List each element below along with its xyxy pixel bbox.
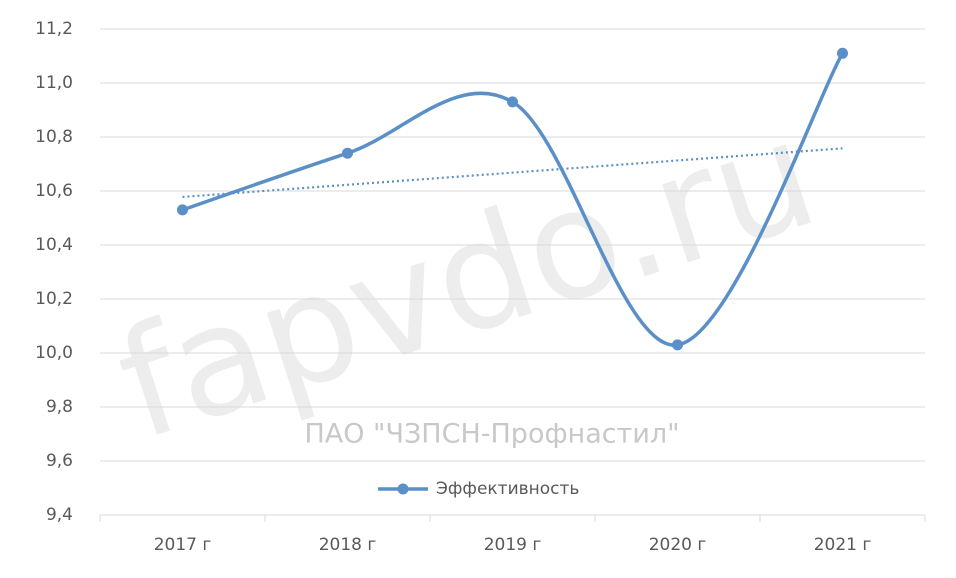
series-line — [181, 52, 845, 347]
trendline — [182, 147, 843, 199]
y-tick-label: 10,2 — [35, 289, 73, 309]
x-tick-label: 2017 г — [154, 535, 212, 555]
y-tick-label: 11,2 — [35, 19, 73, 39]
legend-marker — [397, 483, 409, 495]
point — [177, 204, 188, 216]
legend-label: Эффективность — [436, 479, 579, 499]
point — [837, 47, 848, 59]
chart-title: ПАО "ЧЗПСН-Профнастил" — [304, 419, 679, 450]
point — [507, 96, 518, 108]
point — [342, 147, 353, 159]
x-tick-label: 2018 г — [319, 535, 377, 555]
y-tick-label: 10,8 — [35, 127, 73, 147]
y-tick-label: 10,0 — [35, 343, 73, 363]
x-tick-label: 2021 г — [814, 535, 872, 555]
y-tick-label: 10,6 — [35, 181, 73, 201]
y-tick-label: 9,6 — [46, 451, 73, 471]
watermark: fapvdo.ru — [99, 87, 835, 474]
y-tick-label: 9,8 — [46, 397, 73, 417]
y-tick-label: 9,4 — [46, 505, 73, 525]
point — [672, 339, 683, 351]
x-tick-label: 2020 г — [649, 535, 707, 555]
x-tick-label: 2019 г — [484, 535, 542, 555]
y-tick-label: 10,4 — [35, 235, 73, 255]
y-tick-label: 11,0 — [35, 73, 73, 93]
